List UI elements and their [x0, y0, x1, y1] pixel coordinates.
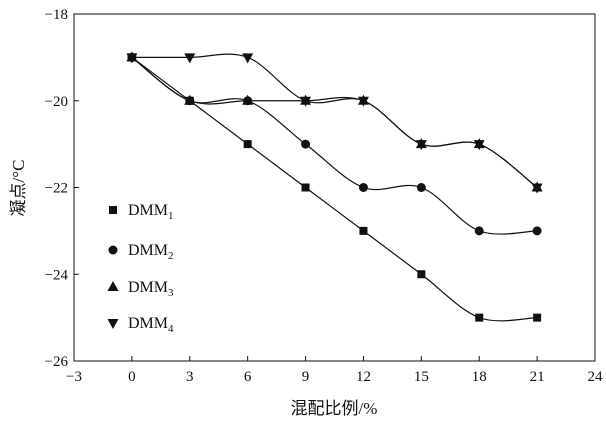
- y-axis-label: 凝点/°C: [9, 160, 28, 217]
- data-point-triangle-down: [126, 53, 138, 64]
- data-point-triangle-up: [242, 94, 254, 105]
- series-line: [131, 53, 538, 188]
- legend-label: DMM4: [128, 315, 174, 335]
- legend-label: DMM3: [128, 279, 174, 299]
- x-tick-label: 15: [414, 369, 429, 385]
- data-point-triangle-down: [473, 140, 485, 151]
- x-tick-label: 24: [588, 369, 604, 385]
- data-point-circle: [301, 139, 311, 149]
- x-tick-label: 0: [128, 369, 136, 385]
- data-point-square: [243, 140, 252, 149]
- x-tick-label: 18: [472, 369, 487, 385]
- x-axis-label: 混配比例/%: [291, 399, 378, 418]
- series-dmm1: [127, 53, 542, 322]
- data-point-circle: [474, 226, 484, 236]
- legend-marker-triangle-down: [107, 319, 119, 329]
- legend-item: DMM3: [107, 279, 174, 299]
- x-tick-label: 3: [186, 369, 194, 385]
- data-point-triangle-up: [184, 94, 196, 105]
- y-tick-label: −26: [45, 354, 69, 370]
- x-tick-label: 12: [356, 369, 371, 385]
- data-point-square: [417, 270, 426, 279]
- series-dmm4: [126, 53, 543, 194]
- legend-item: DMM1: [109, 202, 174, 222]
- data-point-triangle-down: [531, 183, 543, 194]
- series-dmm3: [126, 51, 543, 192]
- legend-marker-triangle-up: [107, 281, 119, 291]
- x-tick-label: −3: [66, 369, 82, 385]
- data-point-square: [475, 313, 484, 322]
- legend-item: DMM4: [107, 315, 174, 335]
- data-point-triangle-down: [242, 53, 254, 64]
- data-point-circle: [358, 183, 368, 192]
- data-point-square: [533, 313, 542, 322]
- y-tick-label: −20: [45, 94, 68, 110]
- legend-item: DMM2: [108, 242, 174, 262]
- legend-marker-square: [109, 206, 117, 214]
- data-point-triangle-down: [300, 96, 312, 107]
- plot-frame: [73, 13, 596, 362]
- data-point-triangle-down: [415, 140, 427, 151]
- data-point-square: [301, 183, 310, 192]
- data-point-circle: [532, 226, 542, 236]
- data-point-triangle-down: [357, 96, 369, 107]
- legend-label: DMM1: [128, 202, 174, 222]
- legend-marker-circle: [108, 245, 118, 255]
- data-point-triangle-down: [184, 53, 196, 64]
- x-tick-label: 9: [302, 369, 310, 385]
- y-tick-label: −18: [45, 7, 68, 23]
- x-tick-label: 6: [244, 369, 252, 385]
- y-tick-label: −24: [45, 267, 69, 283]
- data-point-square: [359, 226, 368, 235]
- legend-label: DMM2: [128, 242, 174, 262]
- y-tick-label: −22: [45, 181, 68, 197]
- x-tick-label: 21: [530, 369, 545, 385]
- data-point-circle: [416, 183, 426, 192]
